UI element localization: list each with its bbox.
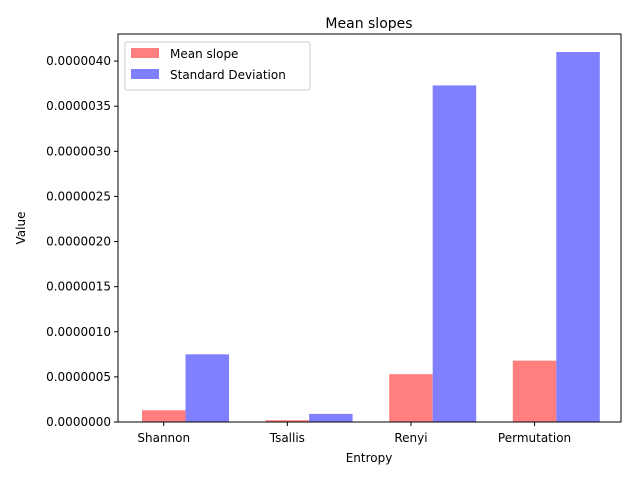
y-tick-label: 0.0000010 (46, 325, 111, 339)
y-tick-label: 0.0000015 (46, 280, 111, 294)
x-tick-label: Shannon (137, 431, 190, 445)
bar (556, 52, 600, 423)
y-tick-label: 0.0000025 (46, 189, 111, 203)
bar (512, 360, 557, 422)
x-tick-label: Permutation (498, 431, 571, 445)
y-tick-label: 0.0000030 (46, 144, 111, 158)
legend: Mean slope Standard Deviation (124, 41, 311, 91)
y-axis-label: Value (14, 212, 28, 245)
legend-label: Standard Deviation (170, 68, 286, 82)
plot-frame (117, 33, 622, 423)
y-axis: 0.0000000 0.0000005 0.0000010 0.0000015 0.00… (46, 54, 118, 429)
chart-title: Mean slopes (325, 16, 412, 32)
x-axis-label: Entropy (346, 451, 393, 465)
bar (432, 85, 477, 422)
x-tick-label: Tsallis (269, 431, 305, 445)
y-tick-label: 0.0000005 (46, 370, 111, 384)
y-tick-label: 0.0000000 (46, 415, 111, 429)
bar (389, 374, 433, 422)
legend-swatch (131, 69, 159, 79)
bar (185, 354, 229, 422)
bar (309, 413, 353, 422)
bars-group (142, 52, 600, 423)
y-tick-label: 0.0000020 (46, 235, 111, 249)
bar (142, 410, 186, 422)
legend-label: Mean slope (170, 47, 238, 61)
legend-swatch (131, 48, 159, 58)
x-axis: Shannon Tsallis Renyi Permutation (137, 422, 571, 445)
bar (265, 420, 310, 422)
y-tick-label: 0.0000040 (46, 54, 111, 68)
x-tick-label: Renyi (394, 431, 427, 445)
legend-box (124, 41, 311, 91)
y-tick-label: 0.0000035 (46, 99, 111, 113)
